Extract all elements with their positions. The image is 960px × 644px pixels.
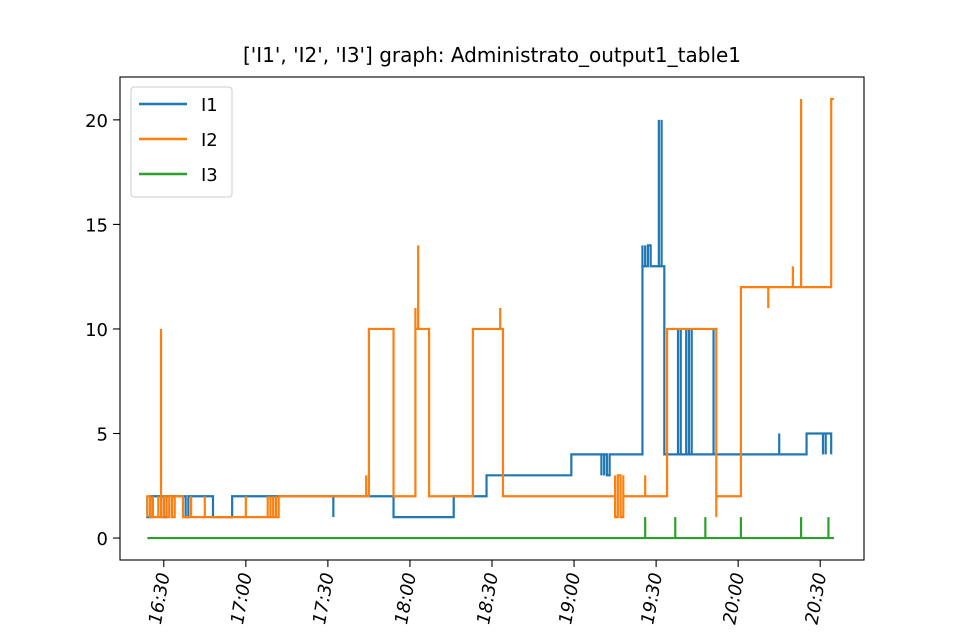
legend-label-i1: I1 [201,95,218,116]
series-line-i3 [147,517,834,540]
y-axis: 0 5 10 15 20 [85,111,120,550]
legend: I1 I2 I3 [130,86,233,198]
y-tick-label: 15 [85,215,108,236]
legend-label-i3: I3 [201,165,218,186]
y-tick-label: 10 [85,320,108,341]
series-layer [146,97,834,540]
series-line-i2 [146,97,834,519]
legend-box [130,86,233,198]
legend-label-i2: I2 [201,130,218,151]
series-line-i1 [146,119,833,519]
chart-title: ['I1', 'I2', 'I3'] graph: Administrato_o… [243,43,741,67]
y-tick-label: 0 [97,529,108,550]
y-tick-label: 5 [97,425,108,446]
y-tick-label: 20 [85,111,108,132]
